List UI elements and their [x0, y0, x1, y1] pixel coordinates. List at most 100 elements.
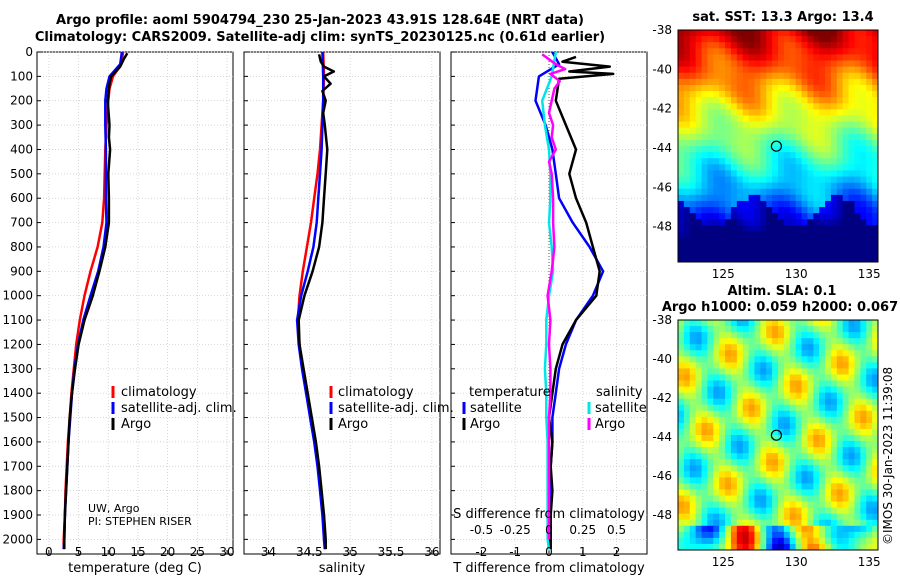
sla-cell — [713, 501, 720, 509]
sst-cell — [830, 36, 838, 43]
sla-cell — [766, 368, 773, 376]
sst-cell — [742, 84, 750, 92]
sla-cell — [719, 477, 726, 485]
sst-cell — [789, 115, 797, 123]
sst-cell — [742, 139, 750, 147]
sla-cell — [707, 404, 714, 412]
sst-cell — [748, 78, 756, 86]
sla-cell — [830, 471, 838, 478]
sst-cell — [842, 255, 850, 262]
sla-cell — [760, 398, 767, 406]
sst-cell — [701, 72, 709, 80]
sst-cell — [766, 42, 773, 49]
sla-cell — [813, 489, 820, 497]
sst-cell — [825, 97, 832, 104]
sla-cell — [866, 338, 873, 345]
sst-cell — [742, 48, 750, 56]
sst-cell — [801, 91, 809, 98]
sla-cell — [678, 513, 685, 521]
sla-cell — [842, 422, 850, 430]
sst-cell — [683, 30, 691, 37]
sla-cell — [866, 513, 873, 521]
sst-cell — [795, 54, 803, 62]
sst-cell — [707, 60, 714, 68]
sst-cell — [825, 54, 832, 62]
sst-cell — [825, 194, 832, 202]
sla-lat-tick-label: -44 — [652, 430, 672, 444]
sst-cell — [854, 170, 861, 178]
sla-cell — [754, 471, 761, 478]
sst-cell — [848, 152, 856, 159]
sst-cell — [819, 188, 826, 196]
sla-cell — [736, 531, 744, 539]
sla-cell — [719, 513, 726, 521]
sla-cell — [695, 507, 703, 515]
sla-cell — [683, 398, 691, 406]
sst-cell — [842, 60, 850, 68]
sla-cell — [789, 471, 797, 478]
sst-cell — [842, 84, 850, 92]
sst-cell — [713, 158, 720, 165]
sst-cell — [848, 139, 856, 147]
sla-cell — [725, 368, 732, 376]
sst-cell — [695, 66, 703, 74]
sst-cell — [848, 60, 856, 68]
sla-cell — [819, 537, 826, 545]
sst-cell — [854, 139, 861, 147]
sst-cell — [713, 194, 720, 202]
sst-cell — [836, 231, 844, 239]
sla-cell — [760, 519, 767, 527]
sst-cell — [689, 36, 697, 43]
sst-cell — [689, 225, 697, 233]
sla-cell — [830, 513, 838, 521]
sla-cell — [783, 525, 791, 533]
sst-cell — [719, 249, 726, 257]
sst-cell — [854, 237, 861, 245]
sst-cell — [795, 255, 803, 262]
sla-cell — [854, 368, 861, 376]
sst-cell — [754, 231, 761, 239]
sst-cell — [860, 139, 867, 147]
sla-cell — [801, 404, 809, 412]
sst-cell — [683, 243, 691, 251]
sla-cell — [730, 513, 738, 521]
sla-cell — [754, 519, 761, 527]
sst-cell — [760, 78, 767, 86]
sla-cell — [866, 525, 873, 533]
sst-cell — [707, 146, 714, 153]
sla-cell — [695, 416, 703, 424]
sst-cell — [778, 231, 785, 239]
sst-cell — [719, 54, 726, 62]
sla-cell — [801, 501, 809, 509]
sla-cell — [678, 410, 685, 418]
sla-cell — [707, 507, 714, 515]
sla-cell — [819, 422, 826, 430]
sla-cell — [707, 338, 714, 345]
sla-cell — [713, 453, 720, 460]
sla-cell — [725, 362, 732, 370]
sla-cell — [730, 326, 738, 333]
sla-cell — [854, 447, 861, 454]
sst-cell — [848, 115, 856, 123]
sla-cell — [742, 471, 750, 478]
sst-cell — [842, 54, 850, 62]
sla-cell — [872, 356, 878, 363]
sla-cell — [825, 338, 832, 345]
sla-cell — [789, 338, 797, 345]
sst-cell — [807, 60, 814, 68]
sla-cell — [825, 513, 832, 521]
sla-cell — [742, 356, 750, 363]
sst-cell — [713, 164, 720, 172]
sla-cell — [842, 459, 850, 466]
sst-cell — [848, 249, 856, 257]
sla-cell — [748, 501, 756, 509]
sst-cell — [801, 170, 809, 178]
sst-cell — [689, 231, 697, 239]
sla-map-title-line1: Altim. SLA: 0.1 — [727, 284, 837, 299]
sst-cell — [730, 139, 738, 147]
sst-cell — [789, 84, 797, 92]
sla-cell — [689, 356, 697, 363]
sst-cell — [825, 36, 832, 43]
sla-cell — [830, 495, 838, 503]
sla-cell — [795, 368, 803, 376]
